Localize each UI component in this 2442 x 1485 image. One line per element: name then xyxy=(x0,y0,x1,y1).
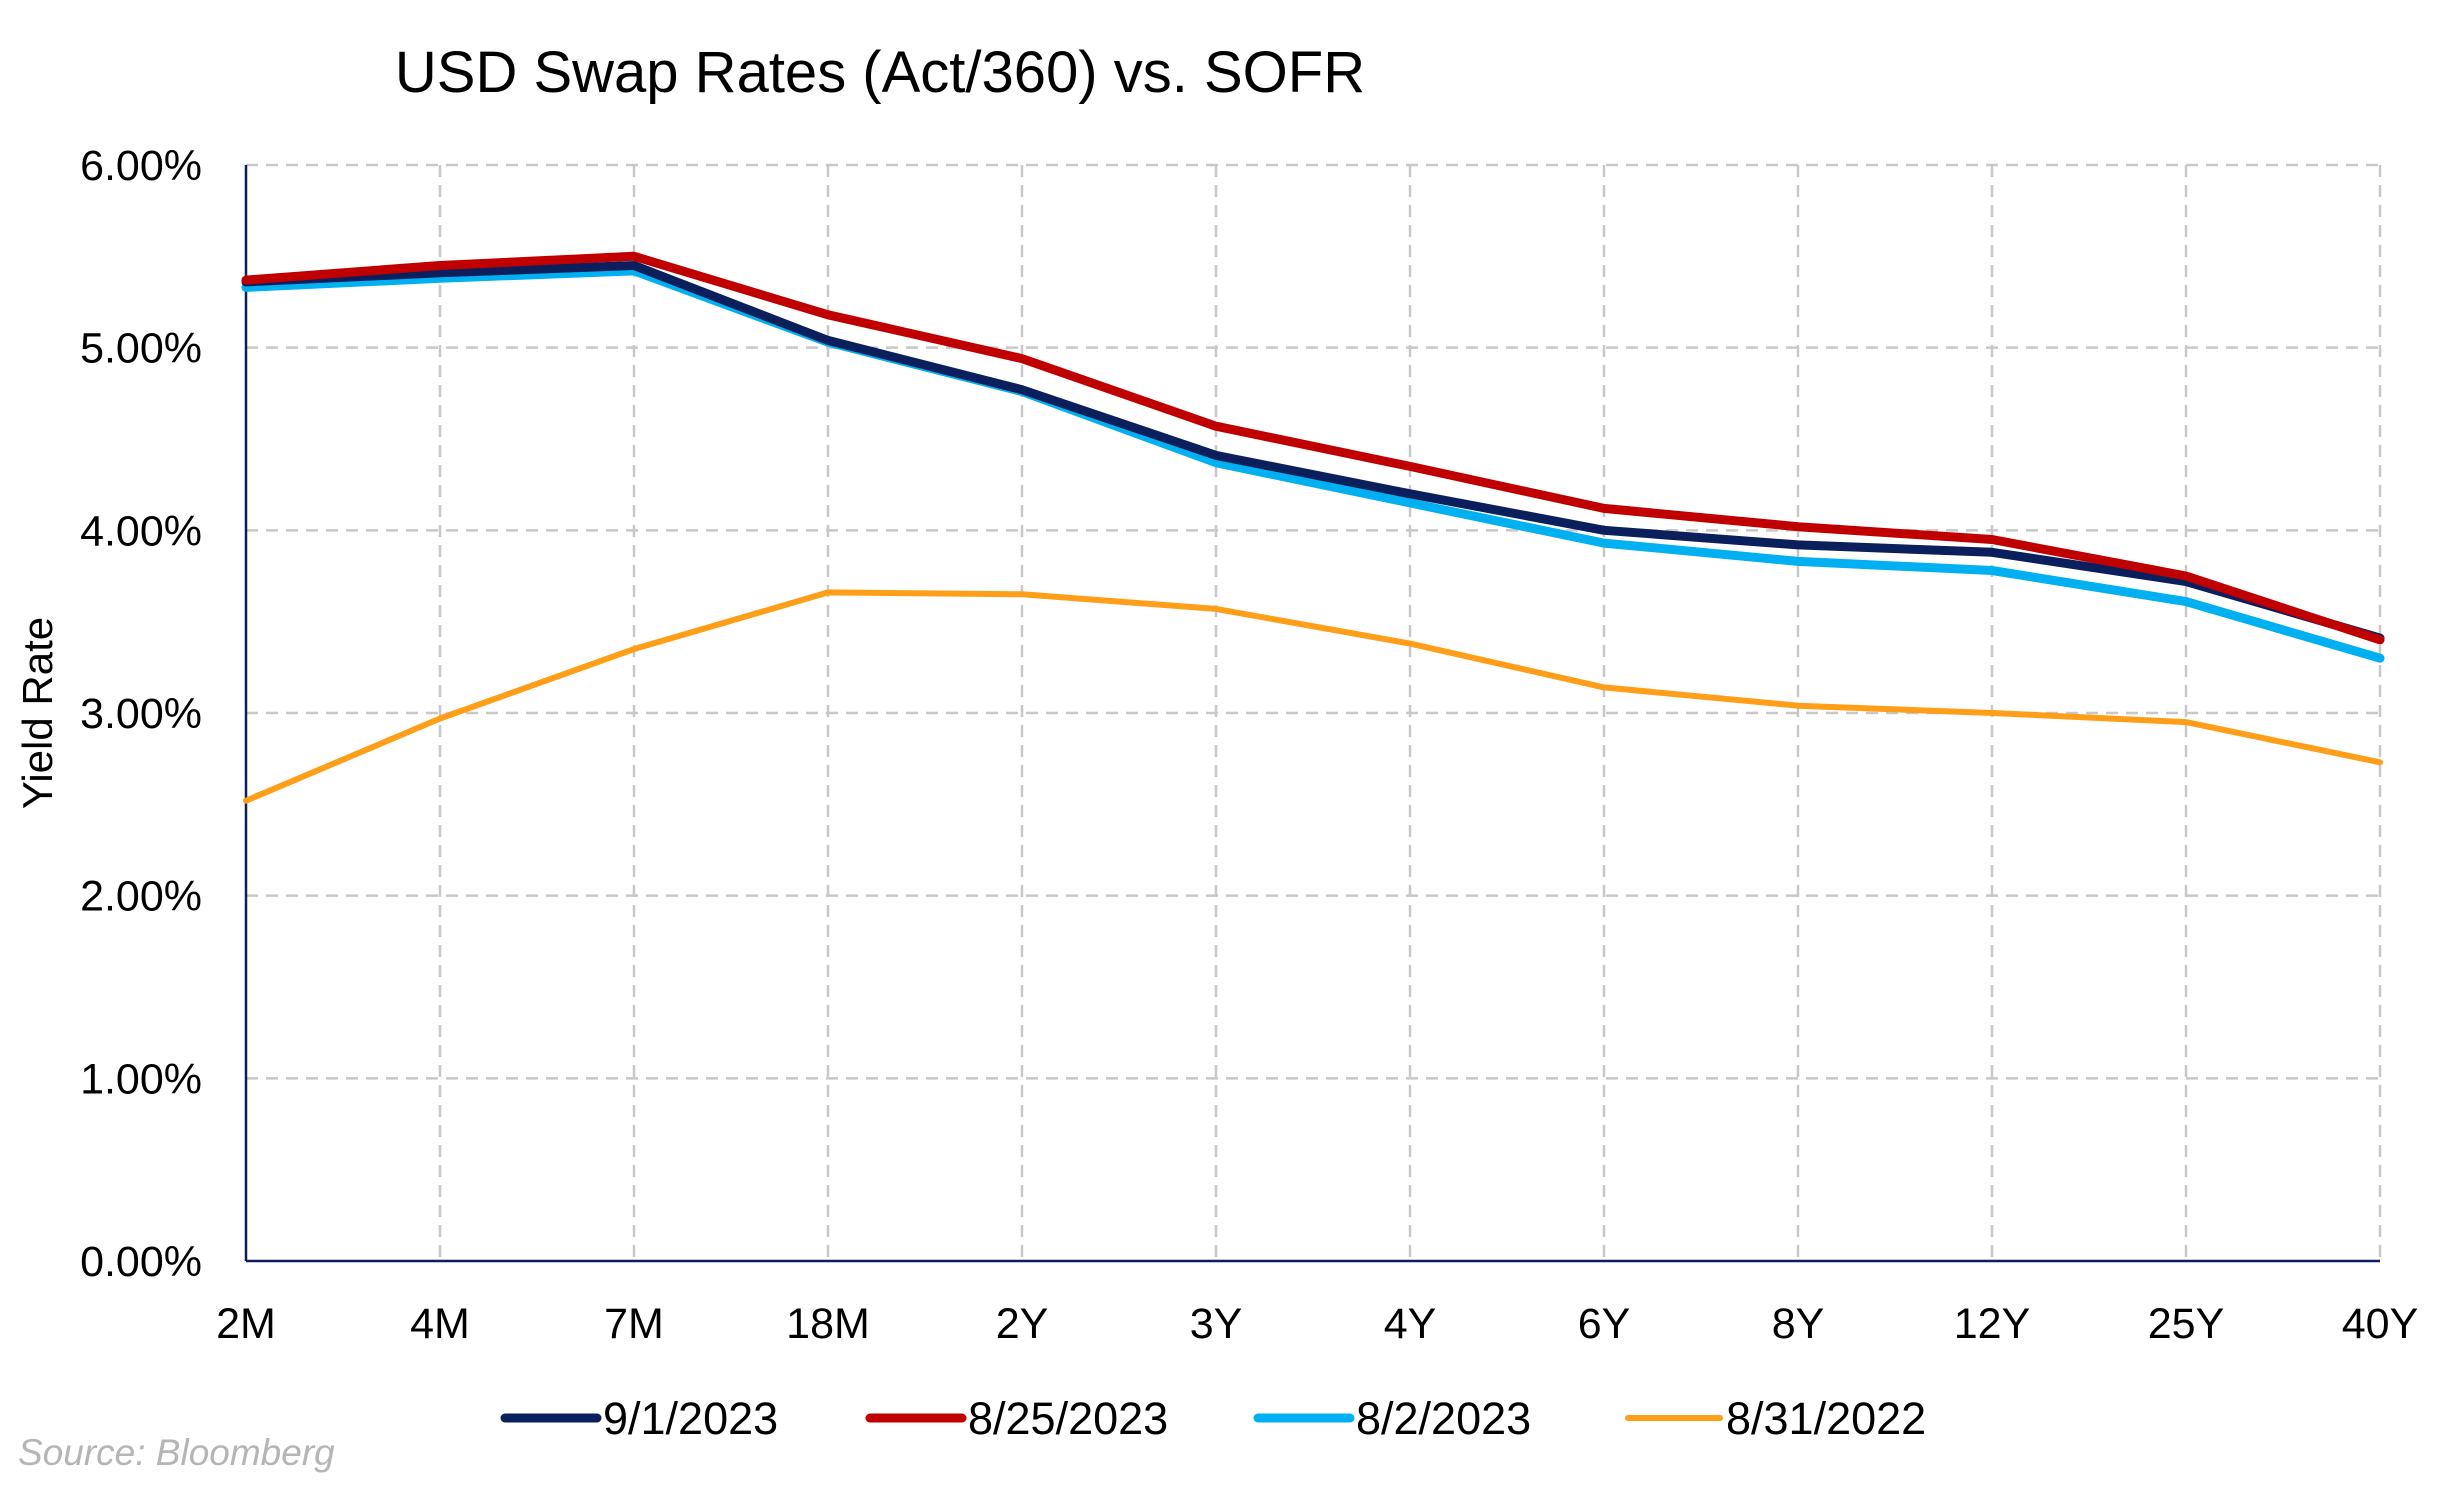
axes xyxy=(244,165,2380,1263)
y-tick-label: 0.00% xyxy=(80,1238,202,1286)
series-line-4 xyxy=(243,589,2383,804)
x-tick-label: 2M xyxy=(216,1300,276,1348)
x-tick-label: 18M xyxy=(786,1300,870,1348)
y-tick-labels: 0.00% 1.00% 2.00% 3.00% 4.00% 5.00% 6.00% xyxy=(80,142,202,1286)
y-axis-label: Yield Rate xyxy=(14,617,61,809)
y-tick-label: 4.00% xyxy=(80,507,202,555)
y-tick-label: 2.00% xyxy=(80,873,202,921)
legend-label: 8/31/2022 xyxy=(1726,1393,1926,1444)
y-tick-label: 1.00% xyxy=(80,1055,202,1103)
legend: 9/1/2023 8/25/2023 8/2/2023 8/31/2022 xyxy=(500,1393,1926,1444)
gridlines xyxy=(246,163,2382,1261)
x-tick-label: 3Y xyxy=(1190,1300,1243,1348)
source-note: Source: Bloomberg xyxy=(18,1432,335,1473)
y-tick-label: 3.00% xyxy=(80,690,202,738)
legend-label: 8/25/2023 xyxy=(968,1393,1168,1444)
legend-label: 8/2/2023 xyxy=(1356,1393,1531,1444)
x-tick-label: 4M xyxy=(410,1300,470,1348)
x-tick-labels: 2M 4M 7M 18M 2Y 3Y 4Y 6Y 8Y 12Y 25Y 40Y xyxy=(216,1300,2418,1348)
series-line-1 xyxy=(241,261,2385,643)
chart-title: USD Swap Rates (Act/360) vs. SOFR xyxy=(395,40,1365,105)
series-lines xyxy=(241,251,2385,804)
x-tick-label: 8Y xyxy=(1772,1300,1825,1348)
x-tick-label: 12Y xyxy=(1954,1300,2031,1348)
series-line-3 xyxy=(241,266,2385,663)
x-tick-label: 7M xyxy=(604,1300,664,1348)
series-line-2 xyxy=(241,251,2385,645)
y-tick-label: 5.00% xyxy=(80,325,202,373)
x-tick-label: 25Y xyxy=(2148,1300,2225,1348)
x-tick-label: 6Y xyxy=(1578,1300,1631,1348)
x-tick-label: 2Y xyxy=(996,1300,1049,1348)
legend-label: 9/1/2023 xyxy=(603,1393,778,1444)
y-tick-label: 6.00% xyxy=(80,142,202,190)
x-tick-label: 40Y xyxy=(2342,1300,2419,1348)
x-tick-label: 4Y xyxy=(1384,1300,1437,1348)
